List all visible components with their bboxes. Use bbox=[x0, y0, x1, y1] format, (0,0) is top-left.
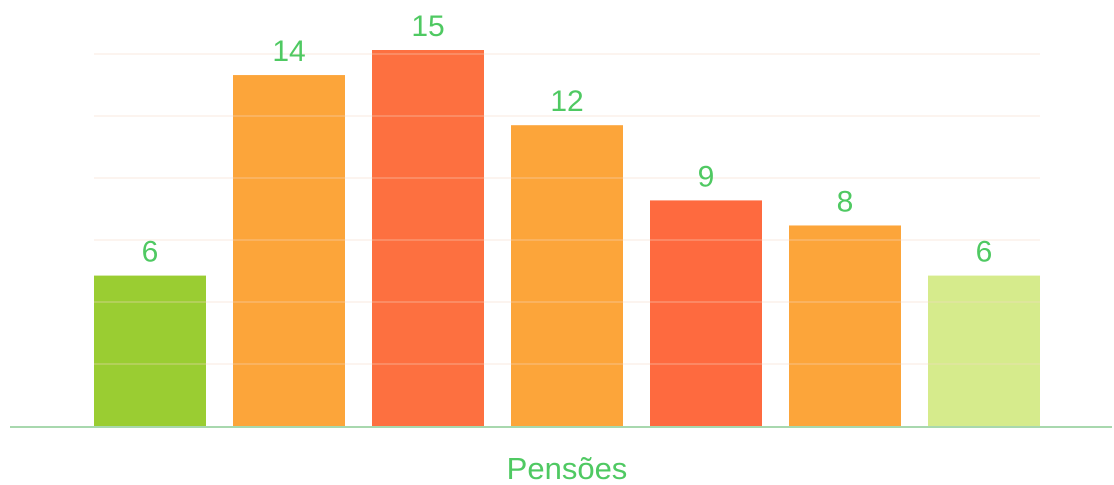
x-axis-title: Pensões bbox=[507, 451, 628, 485]
data-label-3: 15 bbox=[411, 10, 444, 43]
bars-group bbox=[94, 50, 1040, 427]
data-label-6: 8 bbox=[837, 185, 854, 218]
bar-2 bbox=[233, 75, 345, 427]
data-labels-group: 6 14 15 12 9 8 6 bbox=[142, 10, 993, 269]
bar-6 bbox=[789, 225, 901, 426]
data-label-4: 12 bbox=[550, 85, 583, 118]
bar-1 bbox=[94, 275, 206, 426]
bar-5 bbox=[650, 200, 762, 426]
bar-3 bbox=[372, 50, 484, 426]
data-label-5: 9 bbox=[698, 160, 715, 193]
bar-4 bbox=[511, 125, 623, 426]
data-label-2: 14 bbox=[272, 35, 305, 68]
data-label-7: 6 bbox=[976, 236, 993, 269]
bar-7 bbox=[928, 275, 1040, 426]
gridlines-group bbox=[94, 53, 1040, 365]
data-label-1: 6 bbox=[142, 236, 159, 269]
